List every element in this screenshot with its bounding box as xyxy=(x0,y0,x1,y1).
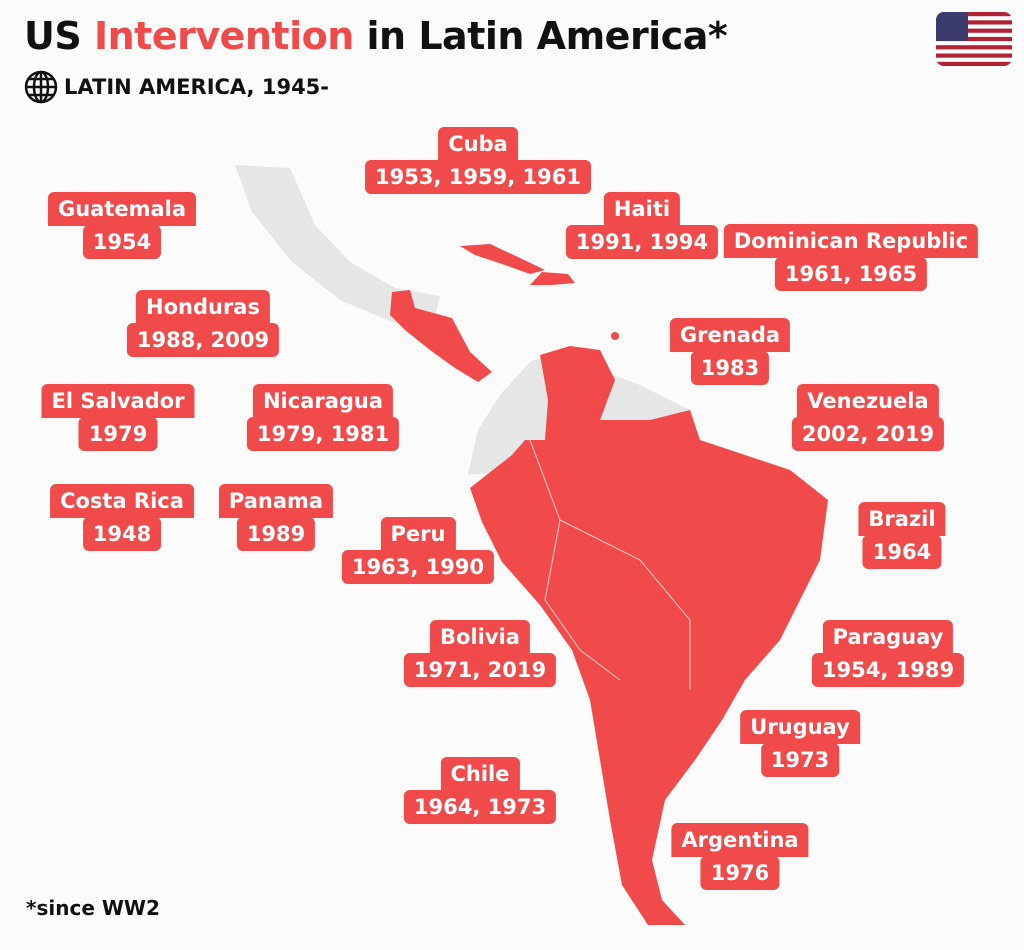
label-peru: Peru 1963, 1990 xyxy=(341,517,495,584)
label-el-salvador: El Salvador 1979 xyxy=(41,384,195,451)
globe-icon xyxy=(24,70,58,104)
label-nicaragua: Nicaragua 1979, 1981 xyxy=(246,384,400,451)
label-argentina: Argentina 1976 xyxy=(671,823,809,890)
page-title: US Intervention in Latin America* xyxy=(24,14,728,58)
label-guatemala: Guatemala 1954 xyxy=(47,192,197,259)
footnote: *since WW2 xyxy=(26,896,160,920)
label-costa-rica: Costa Rica 1948 xyxy=(50,484,194,551)
label-chile: Chile 1964, 1973 xyxy=(403,757,557,824)
subtitle-text: LATIN AMERICA, 1945- xyxy=(64,75,330,99)
grenada-dot xyxy=(611,332,619,340)
us-flag-icon xyxy=(936,12,1012,66)
subtitle: LATIN AMERICA, 1945- xyxy=(24,70,329,104)
label-haiti: Haiti 1991, 1994 xyxy=(565,192,719,259)
label-panama: Panama 1989 xyxy=(218,484,334,551)
south-america-shape xyxy=(470,346,828,925)
label-grenada: Grenada 1983 xyxy=(669,318,791,385)
label-dominican-republic: Dominican Republic 1961, 1965 xyxy=(723,224,979,291)
label-cuba: Cuba 1953, 1959, 1961 xyxy=(365,127,591,194)
central-america-shape xyxy=(390,290,492,382)
hispaniola-shape xyxy=(530,272,575,285)
label-bolivia: Bolivia 1971, 2019 xyxy=(403,620,557,687)
mexico-shape xyxy=(235,165,440,330)
label-venezuela: Venezuela 2002, 2019 xyxy=(791,384,945,451)
cuba-shape xyxy=(460,244,545,274)
label-paraguay: Paraguay 1954, 1989 xyxy=(811,620,965,687)
label-honduras: Honduras 1988, 2009 xyxy=(126,290,280,357)
label-brazil: Brazil 1964 xyxy=(858,502,946,569)
label-uruguay: Uruguay 1973 xyxy=(740,710,860,777)
